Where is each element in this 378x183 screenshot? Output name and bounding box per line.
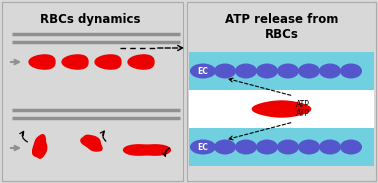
Ellipse shape [277, 139, 299, 154]
Polygon shape [95, 55, 121, 69]
Polygon shape [81, 135, 102, 151]
Ellipse shape [298, 64, 320, 79]
Polygon shape [124, 145, 170, 155]
Ellipse shape [298, 139, 320, 154]
Ellipse shape [190, 139, 216, 154]
Ellipse shape [214, 139, 236, 154]
FancyBboxPatch shape [189, 52, 374, 90]
FancyBboxPatch shape [2, 2, 183, 181]
Ellipse shape [214, 64, 236, 79]
Polygon shape [128, 55, 154, 69]
Ellipse shape [319, 64, 341, 79]
Polygon shape [62, 55, 88, 69]
Ellipse shape [340, 139, 362, 154]
Ellipse shape [256, 64, 278, 79]
Text: ATP: ATP [296, 109, 309, 118]
Text: EC: EC [198, 143, 208, 152]
Polygon shape [33, 135, 47, 158]
Polygon shape [253, 101, 311, 117]
Ellipse shape [277, 64, 299, 79]
Text: EC: EC [198, 66, 208, 76]
FancyBboxPatch shape [189, 128, 374, 166]
Ellipse shape [235, 139, 257, 154]
Ellipse shape [256, 139, 278, 154]
Ellipse shape [319, 139, 341, 154]
Polygon shape [29, 55, 55, 69]
Text: ATP: ATP [296, 100, 309, 109]
Ellipse shape [340, 64, 362, 79]
Ellipse shape [235, 64, 257, 79]
Ellipse shape [190, 64, 216, 79]
Text: RBCs dynamics: RBCs dynamics [40, 13, 140, 26]
Text: ATP release from
RBCs: ATP release from RBCs [225, 13, 338, 41]
FancyBboxPatch shape [189, 90, 374, 128]
FancyBboxPatch shape [187, 2, 376, 181]
